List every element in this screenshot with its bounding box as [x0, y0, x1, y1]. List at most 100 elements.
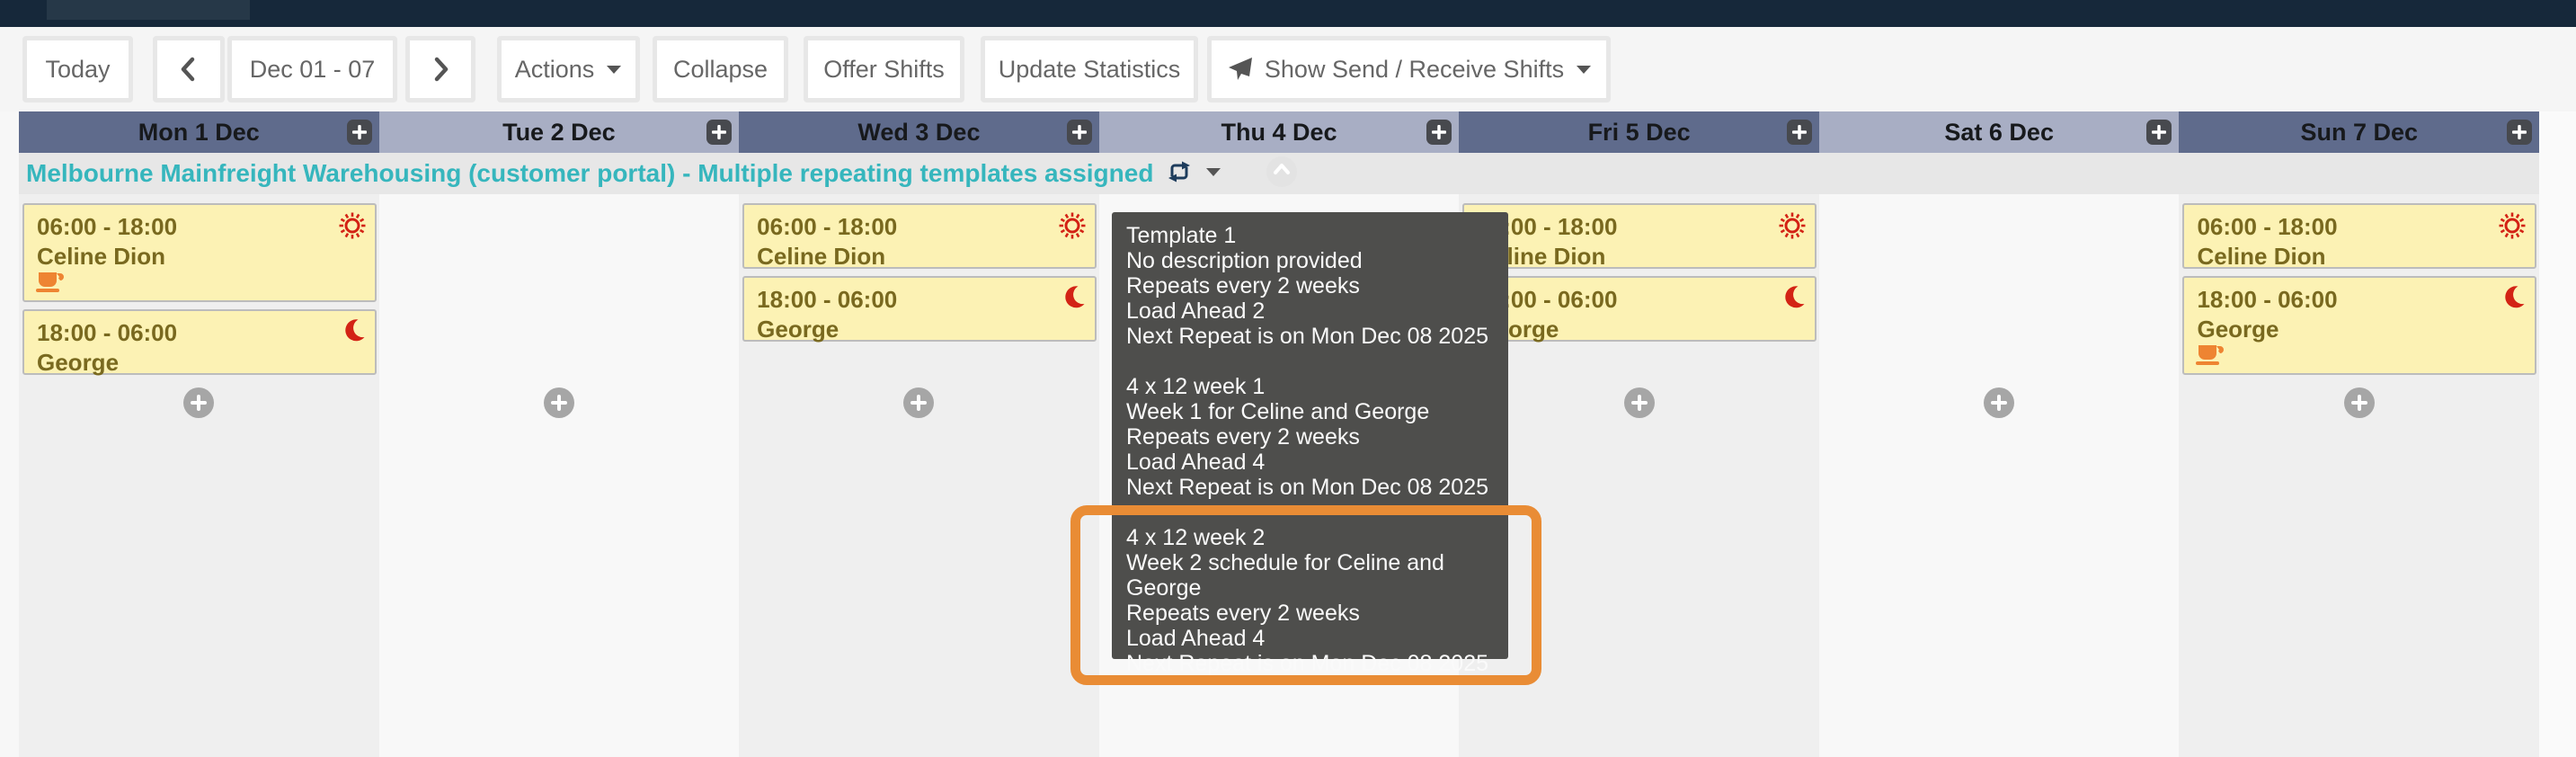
shift-card[interactable]: 06:00 - 18:00 Celine Dion — [2182, 203, 2537, 270]
group-row: Melbourne Mainfreight Warehousing (custo… — [19, 153, 2539, 194]
shift-card[interactable]: 18:00 - 06:00 George — [742, 276, 1097, 343]
template-load-ahead: Load Ahead 4 — [1126, 450, 1266, 475]
show-send-receive-shifts-button[interactable]: Show Send / Receive Shifts — [1207, 36, 1611, 102]
chevron-down-icon — [606, 64, 622, 75]
add-shift-button[interactable] — [183, 387, 215, 418]
shift-card[interactable]: 18:00 - 06:00 George — [1462, 276, 1817, 343]
shift-employee: George — [37, 349, 120, 376]
today-button[interactable]: Today — [22, 36, 133, 102]
add-shift-button[interactable] — [903, 387, 935, 418]
add-shift-header-button[interactable] — [346, 120, 372, 145]
shift-card[interactable]: 06:00 - 18:00 Celine Dion — [22, 203, 377, 302]
shift-employee: Celine Dion — [757, 243, 886, 270]
template-info-block: 4 x 12 week 1 Week 1 for Celine and Geor… — [1126, 374, 1494, 500]
template-name: Template 1 — [1126, 223, 1237, 248]
shift-time: 06:00 - 18:00 — [757, 213, 898, 240]
template-description: Week 1 for Celine and George — [1126, 399, 1430, 424]
actions-label: Actions — [514, 55, 595, 83]
template-repeats: Repeats every 2 weeks — [1126, 601, 1360, 626]
template-description: No description provided — [1126, 248, 1363, 273]
shift-card[interactable]: 06:00 - 18:00 Celine Dion — [1462, 203, 1817, 270]
day-header-mon: Mon 1 Dec — [19, 111, 379, 153]
shift-time: 18:00 - 06:00 — [37, 319, 178, 346]
next-week-button[interactable] — [405, 36, 475, 102]
template-info-block: Template 1 No description provided Repea… — [1126, 223, 1494, 349]
chevron-down-icon — [1576, 64, 1592, 75]
day-header-tue: Tue 2 Dec — [378, 111, 740, 153]
day-column-mon: 06:00 - 18:00 Celine Dion 18:00 - 06:00 … — [19, 194, 379, 757]
day-columns-row: 06:00 - 18:00 Celine Dion 18:00 - 06:00 … — [19, 194, 2540, 757]
shift-card[interactable]: 18:00 - 06:00 George — [2182, 276, 2537, 375]
chevron-right-icon — [429, 56, 452, 83]
day-header-sun: Sun 7 Dec — [2179, 111, 2540, 153]
add-shift-button[interactable] — [2343, 387, 2375, 418]
calendar-grid: Mon 1 Dec Tue 2 Dec Wed 3 Dec Thu 4 Dec … — [19, 111, 2540, 757]
chevron-up-icon — [1266, 155, 1297, 190]
offer-shifts-button[interactable]: Offer Shifts — [804, 36, 964, 102]
add-shift-header-button[interactable] — [2507, 120, 2533, 145]
shift-card[interactable]: 06:00 - 18:00 Celine Dion — [742, 203, 1097, 270]
day-shift-sun-icon — [338, 211, 367, 240]
template-load-ahead: Load Ahead 4 — [1126, 626, 1266, 651]
group-dropdown-caret-icon[interactable] — [1205, 165, 1221, 182]
add-shift-button[interactable] — [1984, 387, 2015, 418]
day-header-label: Sat 6 Dec — [1944, 118, 2054, 146]
coffee-break-icon — [35, 268, 67, 297]
day-shift-sun-icon — [1778, 211, 1807, 240]
shift-time: 06:00 - 18:00 — [2197, 213, 2338, 240]
day-header-label: Tue 2 Dec — [502, 118, 616, 146]
add-shift-header-button[interactable] — [2146, 120, 2172, 145]
template-next-repeat: Next Repeat is on Mon Dec 08 2025 — [1126, 475, 1489, 500]
show-send-receive-label: Show Send / Receive Shifts — [1264, 55, 1565, 83]
repeat-templates-icon — [1166, 159, 1193, 189]
day-header-label: Wed 3 Dec — [857, 118, 981, 146]
night-shift-moon-icon — [1780, 284, 1807, 311]
shift-employee: George — [757, 316, 839, 343]
paper-plane-icon — [1226, 57, 1253, 82]
shift-time: 18:00 - 06:00 — [2197, 286, 2338, 313]
day-shift-sun-icon — [1058, 211, 1087, 240]
day-header-wed: Wed 3 Dec — [739, 111, 1099, 153]
day-column-wed: 06:00 - 18:00 Celine Dion 18:00 - 06:00 … — [739, 194, 1099, 757]
repeating-templates-tooltip: Template 1 No description provided Repea… — [1112, 212, 1508, 676]
prev-week-button[interactable] — [153, 36, 225, 102]
coffee-break-icon — [2195, 341, 2227, 370]
template-name: 4 x 12 week 1 — [1126, 374, 1266, 399]
shift-time: 18:00 - 06:00 — [1477, 286, 1618, 313]
night-shift-moon-icon — [1060, 284, 1087, 311]
day-column-sun: 06:00 - 18:00 Celine Dion 18:00 - 06:00 … — [2179, 194, 2540, 757]
day-header-row: Mon 1 Dec Tue 2 Dec Wed 3 Dec Thu 4 Dec … — [19, 111, 2540, 153]
shift-employee: Celine Dion — [37, 243, 166, 270]
toolbar: Today Dec 01 - 07 Actions Collapse Offer… — [0, 27, 2576, 111]
collapse-row-button[interactable] — [1266, 156, 1297, 187]
add-shift-header-button[interactable] — [706, 120, 733, 145]
collapse-button[interactable]: Collapse — [653, 36, 788, 102]
shift-time: 06:00 - 18:00 — [37, 213, 178, 240]
night-shift-moon-icon — [2500, 284, 2527, 311]
add-shift-header-button[interactable] — [1426, 120, 1452, 145]
shift-time: 06:00 - 18:00 — [1477, 213, 1618, 240]
add-shift-header-button[interactable] — [1786, 120, 1812, 145]
top-navbar — [0, 0, 2576, 27]
shift-employee: George — [1477, 316, 1559, 343]
shift-card[interactable]: 18:00 - 06:00 George — [22, 309, 377, 376]
navbar-active-tab[interactable] — [47, 0, 250, 20]
template-info-block: 4 x 12 week 2 Week 2 schedule for Celine… — [1126, 525, 1494, 676]
shift-employee: Celine Dion — [1477, 243, 1606, 270]
group-title: Melbourne Mainfreight Warehousing (custo… — [26, 159, 1154, 187]
date-range-button[interactable]: Dec 01 - 07 — [227, 36, 397, 102]
update-statistics-button[interactable]: Update Statistics — [981, 36, 1198, 102]
template-next-repeat: Next Repeat is on Mon Dec 08 2025 — [1126, 324, 1489, 349]
day-header-label: Sun 7 Dec — [2300, 118, 2419, 146]
add-shift-header-button[interactable] — [1066, 120, 1092, 145]
template-load-ahead: Load Ahead 2 — [1126, 298, 1266, 324]
add-shift-button[interactable] — [1623, 387, 1655, 418]
add-shift-button[interactable] — [543, 387, 574, 418]
actions-dropdown-button[interactable]: Actions — [497, 36, 640, 102]
day-shift-sun-icon — [2498, 211, 2527, 240]
template-repeats: Repeats every 2 weeks — [1126, 424, 1360, 450]
day-header-label: Fri 5 Dec — [1587, 118, 1691, 146]
template-repeats: Repeats every 2 weeks — [1126, 273, 1360, 298]
day-header-label: Thu 4 Dec — [1221, 118, 1337, 146]
day-header-fri: Fri 5 Dec — [1459, 111, 1819, 153]
